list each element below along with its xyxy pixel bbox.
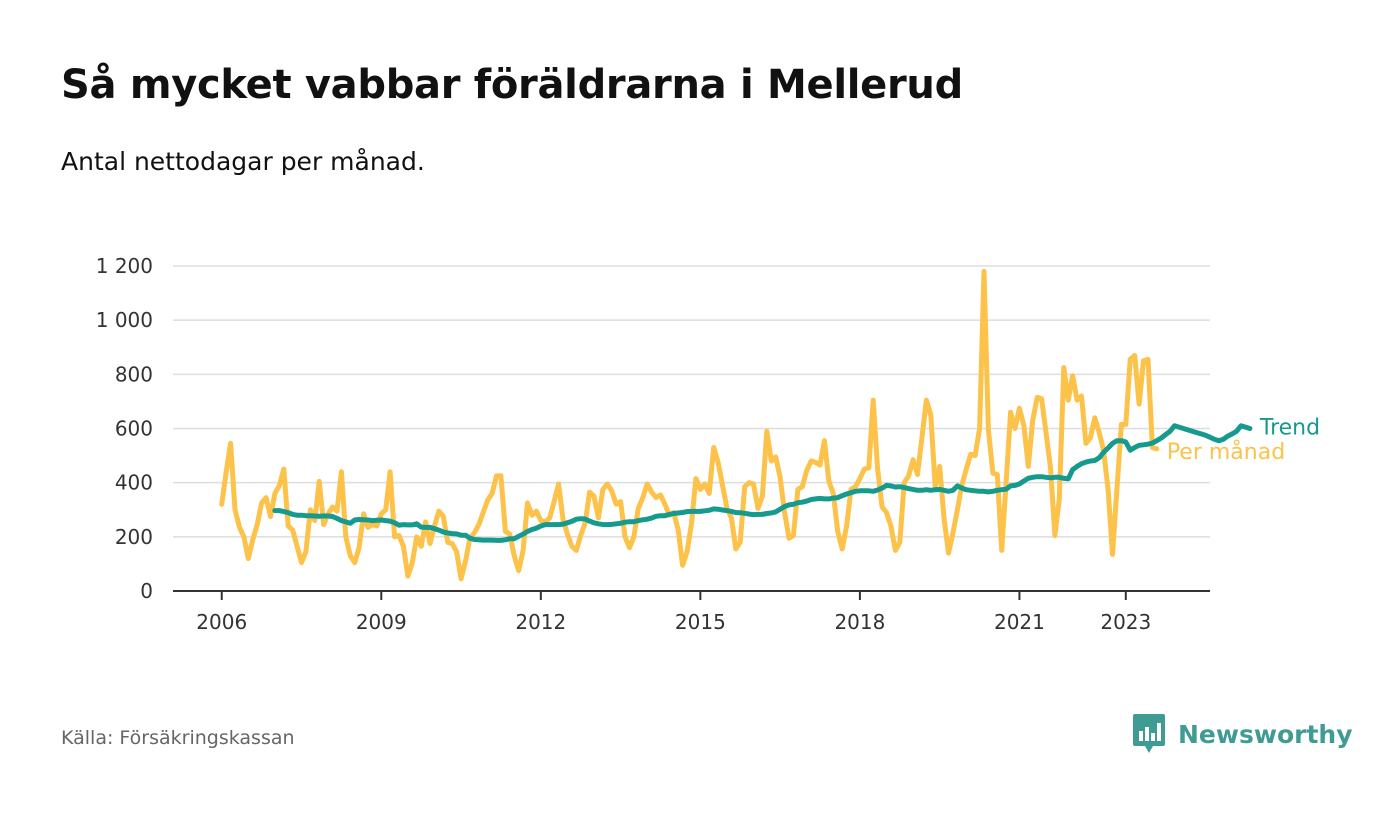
series-line-per-manad: [219, 268, 1160, 582]
y-tick-label: 600: [115, 417, 153, 441]
y-tick-label: 1 000: [96, 308, 153, 332]
brand-logo: Newsworthy: [1132, 712, 1353, 756]
y-tick-label: 0: [140, 579, 153, 603]
x-tick-label: 2023: [1100, 610, 1151, 634]
x-tick-label: 2021: [994, 610, 1045, 634]
x-tick-label: 2015: [675, 610, 726, 634]
series-label-per-manad: Per månad: [1167, 439, 1285, 465]
source-note: Källa: Försäkringskassan: [61, 727, 295, 749]
x-axis-ticks: 2006 2009 2012 2015 2018 2021 2023: [196, 591, 1151, 634]
y-tick-label: 200: [115, 525, 153, 549]
x-tick-label: 2018: [834, 610, 885, 634]
y-tick-label: 1 200: [96, 254, 153, 278]
y-tick-label: 400: [115, 471, 153, 495]
bar-chart-speech-bubble-icon: [1133, 714, 1165, 753]
x-tick-label: 2009: [356, 610, 407, 634]
page-title: Så mycket vabbar föräldrarna i Mellerud: [61, 62, 963, 108]
y-axis-ticks: 0 200 400 600 800 1 000 1 200: [96, 254, 153, 603]
brand-name: Newsworthy: [1178, 719, 1353, 749]
x-tick-label: 2006: [196, 610, 247, 634]
series-line-trend: [272, 423, 1253, 543]
page-subtitle: Antal nettodagar per månad.: [61, 147, 425, 176]
series-label-trend: Trend: [1259, 416, 1320, 441]
x-tick-label: 2012: [515, 610, 566, 634]
y-tick-label: 800: [115, 362, 153, 386]
